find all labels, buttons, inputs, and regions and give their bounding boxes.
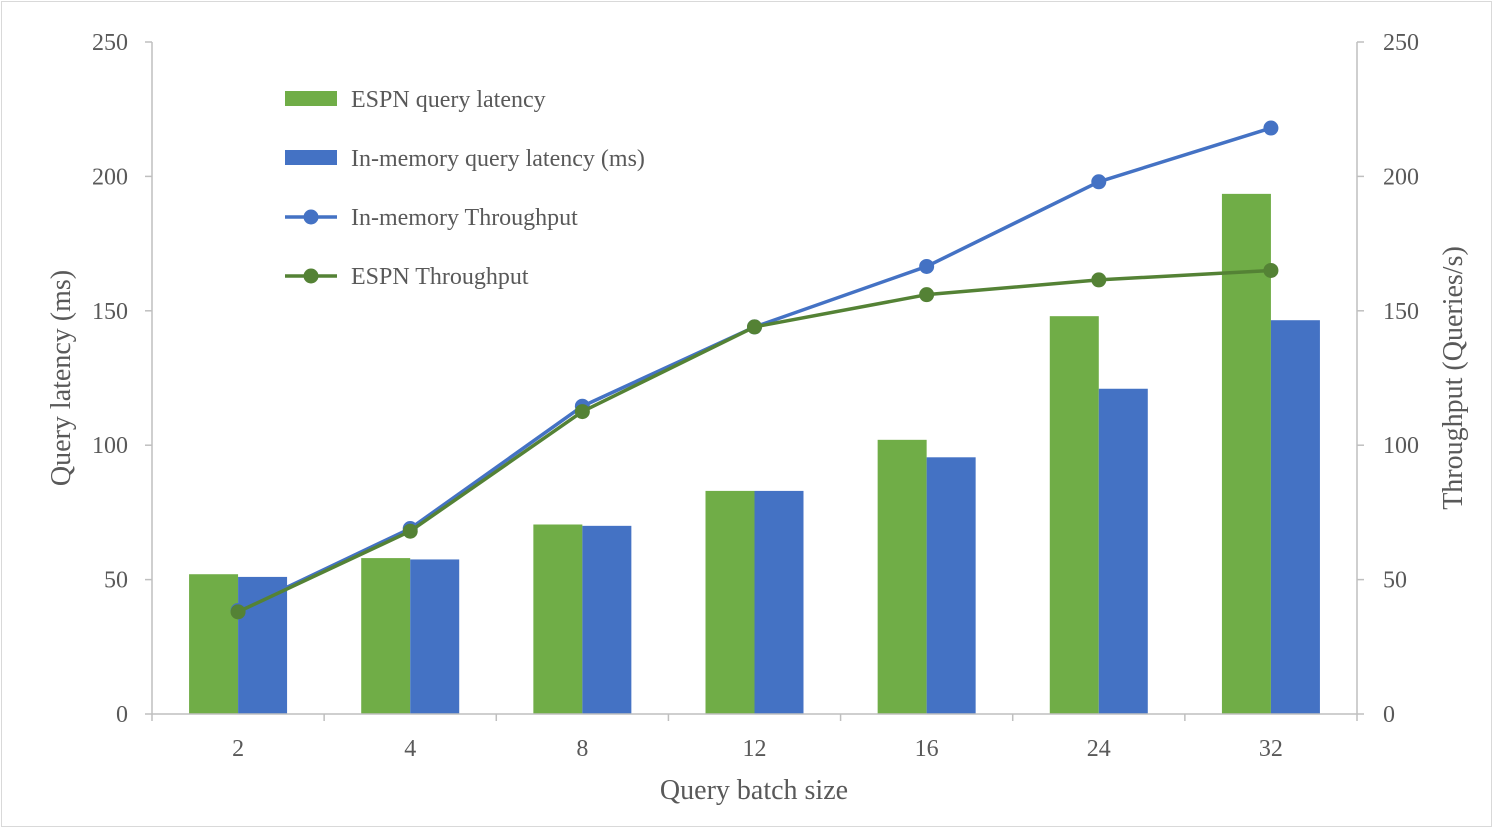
- espn-latency-bar: [705, 490, 755, 714]
- y2-tick-label: 150: [1383, 299, 1419, 325]
- inmemory-latency-bar: [926, 457, 976, 714]
- espn-latency-bar: [361, 558, 411, 714]
- in-memory-throughput-point: [1091, 174, 1107, 190]
- y-axis-title: Query latency (ms): [46, 270, 77, 486]
- x-tick-label: 16: [915, 736, 939, 762]
- y-tick-label: 200: [92, 164, 128, 190]
- axes-layer: [151, 42, 1358, 715]
- legend-swatch-inmemory-latency: [285, 150, 337, 165]
- espn-latency-bar: [877, 439, 927, 714]
- y2-tick-label: 0: [1383, 702, 1395, 728]
- espn-latency-bar: [533, 524, 583, 714]
- y2-tick-label: 200: [1383, 164, 1419, 190]
- espn-latency-bar: [189, 574, 239, 714]
- y2-axis-title: Throughput (Queries/s): [1438, 246, 1469, 510]
- inmemory-latency-bar: [1098, 388, 1148, 714]
- inmemory-latency-bar: [1270, 320, 1320, 714]
- espn-throughput-point: [230, 604, 246, 620]
- legend-marker-inmemory-throughput: [303, 209, 319, 225]
- espn-throughput-point: [574, 404, 590, 420]
- x-tick-label: 8: [576, 736, 588, 762]
- y-tick-label: 50: [104, 568, 128, 594]
- x-tick-label: 32: [1259, 736, 1283, 762]
- inmemory-latency-bar: [410, 559, 460, 714]
- in-memory-throughput-point: [1263, 120, 1279, 136]
- legend-label-inmemory-latency: In-memory query latency (ms): [351, 146, 645, 172]
- y-tick-label: 0: [116, 702, 128, 728]
- espn-latency-bar: [1221, 193, 1271, 714]
- espn-throughput-point: [747, 319, 762, 335]
- espn-throughput-point: [1091, 272, 1107, 288]
- legend: ESPN query latency In-memory query laten…: [285, 87, 645, 290]
- bars-layer: [189, 193, 1320, 714]
- lines-layer: [230, 120, 1279, 620]
- espn-latency-bar: [1049, 316, 1099, 714]
- legend-swatch-espn-latency: [285, 91, 337, 106]
- y2-tick-label: 250: [1383, 30, 1419, 56]
- y2-tick-label: 100: [1383, 433, 1419, 459]
- legend-label-espn-throughput: ESPN Throughput: [351, 264, 529, 290]
- legend-label-inmemory-throughput: In-memory Throughput: [351, 205, 578, 231]
- y2-tick-label: 50: [1383, 568, 1407, 594]
- espn-throughput-point: [402, 523, 418, 539]
- x-tick-label: 2: [232, 736, 244, 762]
- x-tick-label: 24: [1087, 736, 1111, 762]
- espn-throughput-point: [1263, 262, 1279, 278]
- y-tick-label: 250: [92, 30, 128, 56]
- inmemory-latency-bar: [582, 525, 632, 714]
- y-tick-label: 100: [92, 433, 128, 459]
- x-axis-title: Query batch size: [660, 775, 848, 806]
- espn-throughput-point: [919, 287, 935, 303]
- legend-marker-espn-throughput: [303, 268, 319, 284]
- y-tick-label: 150: [92, 299, 128, 325]
- x-tick-label: 4: [404, 736, 416, 762]
- x-tick-label: 12: [743, 736, 767, 762]
- in-memory-throughput-point: [919, 258, 935, 274]
- legend-label-espn-latency: ESPN query latency: [351, 87, 546, 113]
- inmemory-latency-bar: [754, 490, 804, 714]
